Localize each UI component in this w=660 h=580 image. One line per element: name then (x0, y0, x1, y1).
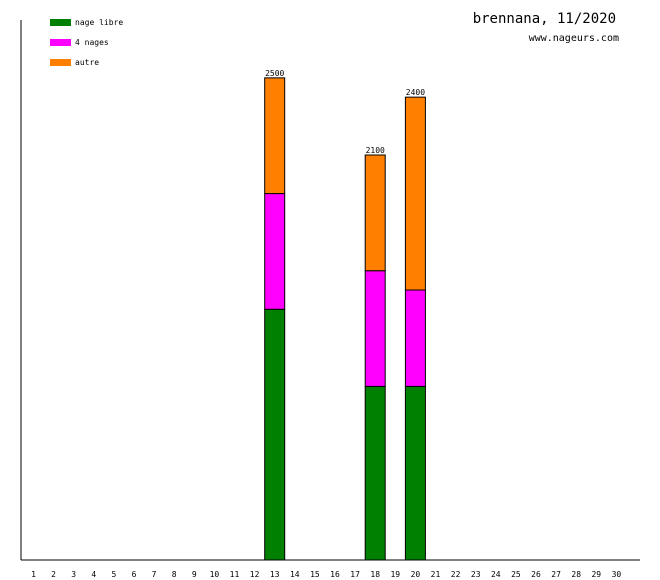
data-label: 2400 (406, 88, 425, 97)
legend-label: nage libre (75, 18, 123, 27)
x-tick-label: 3 (71, 570, 76, 579)
chart-title: brennana, 11/2020 (473, 11, 616, 27)
x-tick-labels: 1 2 3 4 5 6 7 8 9 10 11 12 13 14 15 16 17 18 19 20 21 22 23 24 2… (31, 570, 621, 579)
x-tick-label: 16 (330, 570, 340, 579)
bar-segment (364, 154, 386, 272)
x-tick-label: 21 (431, 570, 441, 579)
bar-segment (404, 96, 426, 291)
bar-segment (364, 270, 386, 387)
x-tick-label: 1 (31, 570, 36, 579)
x-tick-label: 19 (390, 570, 400, 579)
x-tick-label: 8 (172, 570, 177, 579)
bar-segment (264, 77, 286, 195)
x-tick-label: 18 (370, 570, 380, 579)
data-label: 2500 (265, 69, 284, 78)
x-tick-label: 25 (511, 570, 521, 579)
x-tick-label: 4 (91, 570, 96, 579)
x-tick-label: 22 (451, 570, 461, 579)
legend-swatch (50, 59, 71, 66)
x-tick-label: 30 (612, 570, 622, 579)
legend-label: 4 nages (75, 38, 109, 47)
x-tick-label: 15 (310, 570, 320, 579)
bar-segment (264, 193, 286, 310)
legend-label: autre (75, 58, 99, 67)
x-tick-label: 17 (350, 570, 360, 579)
x-tick-label: 29 (591, 570, 601, 579)
x-tick-label: 14 (290, 570, 300, 579)
legend: nage libre 4 nages autre (50, 18, 123, 67)
x-tick-label: 5 (111, 570, 116, 579)
x-tick-label: 28 (571, 570, 581, 579)
data-labels: 2500 2100 2400 (265, 69, 425, 155)
bar-segment (264, 308, 286, 561)
x-tick-label: 24 (491, 570, 501, 579)
x-tick-label: 9 (192, 570, 197, 579)
legend-swatch (50, 19, 71, 26)
x-tick-label: 11 (230, 570, 240, 579)
bar-segment (404, 385, 426, 561)
legend-swatch (50, 39, 71, 46)
bars (264, 77, 426, 561)
x-tick-label: 7 (152, 570, 157, 579)
bar-segment (364, 385, 386, 561)
x-tick-label: 27 (551, 570, 561, 579)
chart-subtitle: www.nageurs.com (529, 33, 619, 44)
x-tick-label: 26 (531, 570, 541, 579)
data-label: 2100 (366, 146, 385, 155)
x-tick-label: 6 (132, 570, 137, 579)
x-tick-label: 20 (411, 570, 421, 579)
x-tick-label: 12 (250, 570, 260, 579)
bar-segment (404, 289, 426, 387)
x-tick-label: 13 (270, 570, 280, 579)
x-tick-label: 10 (210, 570, 220, 579)
x-tick-label: 2 (51, 570, 56, 579)
x-tick-label: 23 (471, 570, 481, 579)
